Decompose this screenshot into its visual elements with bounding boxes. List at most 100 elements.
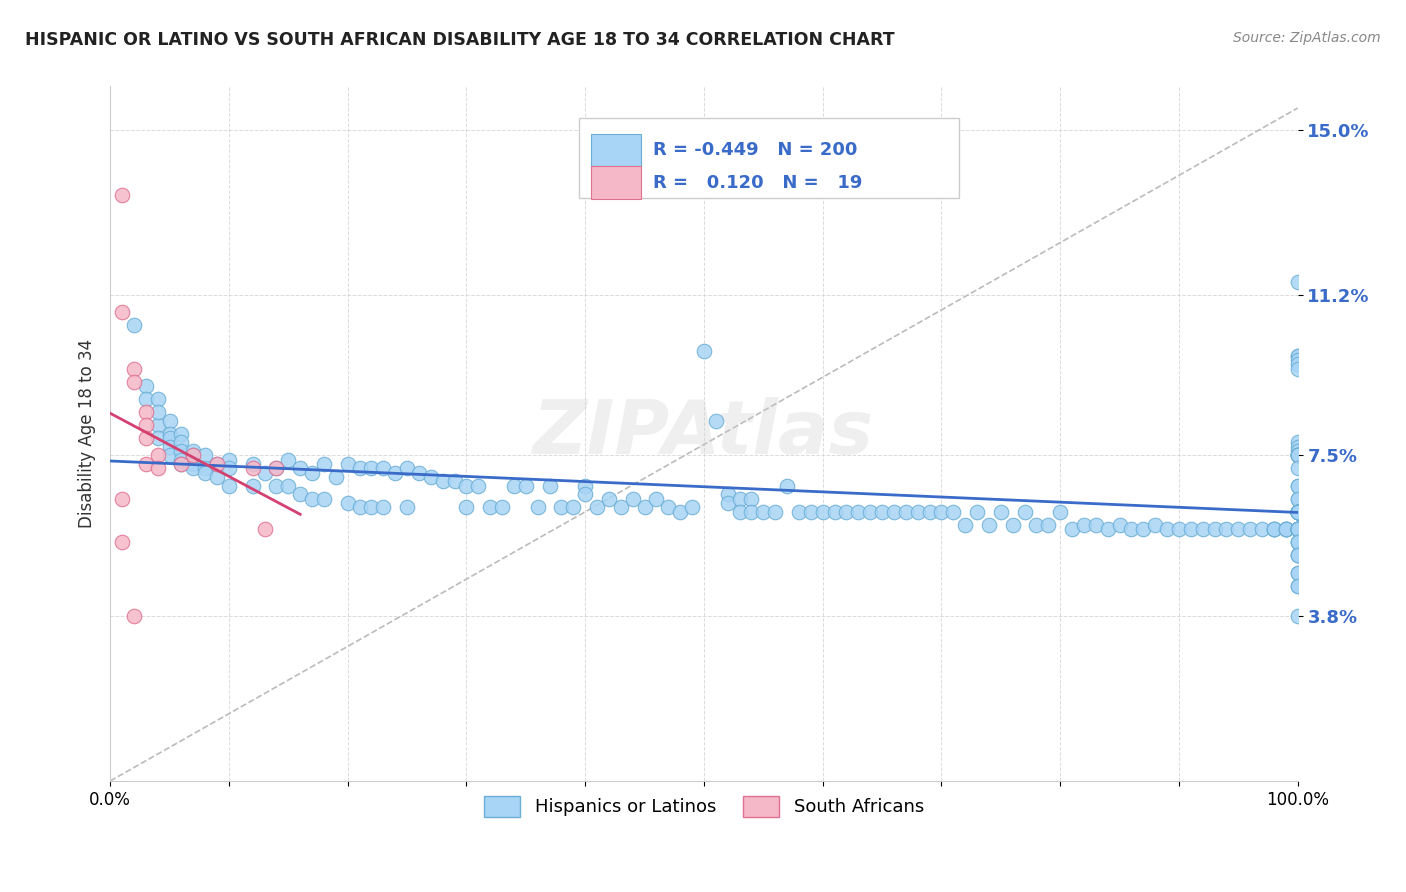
Legend: Hispanics or Latinos, South Africans: Hispanics or Latinos, South Africans [477, 789, 931, 824]
Point [1144, 517, 1167, 532]
Point [1286, 566, 1309, 580]
Point [122, 375, 145, 389]
Point [1275, 522, 1298, 536]
Point [669, 505, 692, 519]
Point [253, 466, 276, 480]
Point [1286, 449, 1309, 463]
Point [1132, 522, 1154, 536]
Point [266, 461, 288, 475]
Y-axis label: Disability Age 18 to 34: Disability Age 18 to 34 [79, 339, 96, 528]
Point [1286, 491, 1309, 506]
Point [122, 318, 145, 333]
Point [574, 479, 596, 493]
Point [194, 461, 217, 475]
Point [408, 466, 430, 480]
Point [503, 479, 526, 493]
Point [181, 449, 204, 463]
Point [1286, 609, 1309, 624]
Point [396, 500, 419, 515]
Point [159, 414, 181, 428]
Point [633, 500, 655, 515]
Point [1286, 522, 1309, 536]
Point [301, 466, 323, 480]
Point [1204, 522, 1226, 536]
Point [990, 505, 1012, 519]
Point [1286, 349, 1309, 363]
Point [1286, 522, 1309, 536]
Point [1286, 505, 1309, 519]
Point [336, 457, 359, 471]
Point [538, 479, 561, 493]
Point [205, 457, 228, 471]
Point [1286, 449, 1309, 463]
Point [146, 431, 169, 445]
Point [1263, 522, 1285, 536]
Point [467, 479, 489, 493]
Point [479, 500, 502, 515]
Point [135, 417, 157, 432]
Point [135, 392, 157, 406]
Point [266, 479, 288, 493]
Point [360, 500, 382, 515]
Point [253, 522, 276, 536]
Point [811, 505, 834, 519]
Point [728, 505, 751, 519]
Text: R = -0.449   N = 200: R = -0.449 N = 200 [652, 141, 858, 159]
Point [170, 426, 193, 441]
Point [1251, 522, 1274, 536]
Point [1180, 522, 1202, 536]
Point [205, 470, 228, 484]
Point [135, 431, 157, 445]
Point [242, 457, 264, 471]
Point [1060, 522, 1083, 536]
Point [1286, 522, 1309, 536]
Point [1286, 579, 1309, 593]
Point [1215, 522, 1237, 536]
Point [574, 487, 596, 501]
Point [966, 505, 988, 519]
Point [373, 461, 395, 475]
Point [846, 505, 869, 519]
Point [135, 379, 157, 393]
Point [1049, 505, 1071, 519]
Point [1286, 479, 1309, 493]
Point [931, 505, 953, 519]
Point [1168, 522, 1191, 536]
Point [242, 461, 264, 475]
Point [1286, 491, 1309, 506]
Point [907, 505, 929, 519]
Point [550, 500, 572, 515]
Point [146, 405, 169, 419]
Point [1286, 505, 1309, 519]
FancyBboxPatch shape [591, 134, 641, 167]
Point [728, 491, 751, 506]
Point [1025, 517, 1047, 532]
Point [1084, 517, 1107, 532]
Point [1286, 566, 1309, 580]
Point [159, 440, 181, 454]
Point [1286, 435, 1309, 450]
Point [111, 305, 134, 319]
Point [681, 500, 703, 515]
Point [787, 505, 810, 519]
Point [1286, 505, 1309, 519]
Point [1286, 449, 1309, 463]
Point [288, 461, 311, 475]
Point [1275, 522, 1298, 536]
Point [740, 505, 762, 519]
Point [1286, 505, 1309, 519]
Point [218, 479, 240, 493]
Point [1227, 522, 1250, 536]
Point [610, 500, 633, 515]
Point [396, 461, 419, 475]
Point [1286, 505, 1309, 519]
Point [159, 426, 181, 441]
Point [1286, 449, 1309, 463]
Point [288, 487, 311, 501]
Point [752, 505, 775, 519]
Point [277, 452, 299, 467]
Point [1286, 505, 1309, 519]
Point [122, 361, 145, 376]
Point [1286, 352, 1309, 367]
Point [1286, 522, 1309, 536]
